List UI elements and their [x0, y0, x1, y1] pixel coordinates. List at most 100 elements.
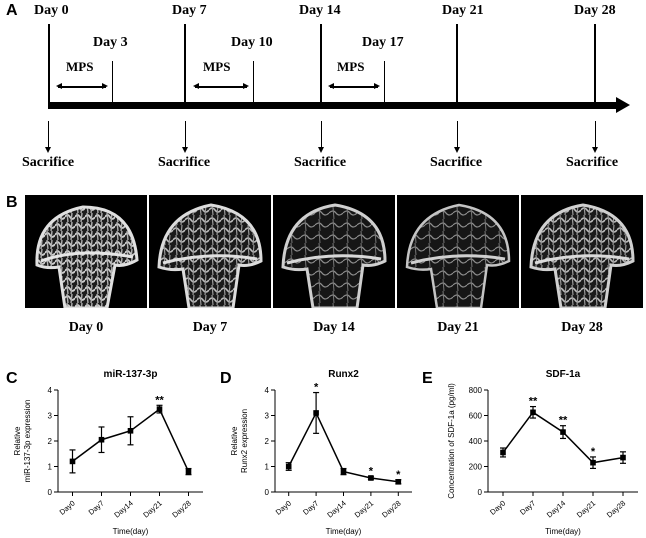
y-tick-label: 3: [265, 412, 270, 421]
x-tick-label: Day7: [87, 499, 106, 517]
day-marker-line: [48, 24, 50, 104]
mps-label: MPS: [203, 59, 231, 74]
y-axis-label: miR-137-3p expression: [23, 400, 32, 483]
panel-label-b: B: [6, 194, 18, 211]
sub-day-label: Day 17: [362, 35, 404, 50]
data-point: [560, 429, 566, 435]
chart-title: Runx2: [328, 369, 359, 380]
data-point: [156, 406, 163, 412]
data-point: [340, 468, 347, 475]
data-point: [185, 468, 192, 475]
x-axis-label: Time(day): [326, 527, 362, 536]
x-tick-label: Day21: [575, 499, 597, 520]
y-axis-label: Relative: [13, 426, 22, 455]
image-caption: Day 7: [192, 320, 228, 335]
micro-ct-image-day7: [149, 195, 271, 310]
day-marker-line: [320, 24, 322, 104]
significance-mark: *: [591, 446, 596, 458]
y-tick-label: 2: [265, 437, 270, 446]
y-tick-label: 1: [265, 463, 270, 472]
mps-interval-arrow: [56, 83, 108, 89]
day-marker-line: [184, 24, 186, 104]
x-tick-label: Day21: [353, 499, 375, 520]
y-axis-label: Concentration of SDF-1a (pg/ml): [447, 383, 456, 499]
significance-mark: *: [369, 466, 374, 478]
sacrifice-label: Sacrifice: [22, 155, 75, 170]
y-tick-label: 0: [48, 488, 53, 497]
data-point: [500, 449, 506, 456]
day-label: Day 21: [442, 3, 484, 18]
x-tick-label: Day0: [488, 499, 507, 517]
timeline-arrowhead: [616, 97, 630, 113]
y-tick-label: 0: [478, 488, 483, 497]
data-point: [590, 459, 596, 466]
chart-title: miR-137-3p: [104, 369, 158, 380]
x-tick-label: Day0: [58, 499, 77, 517]
x-axis-label: Time(day): [545, 527, 581, 536]
panel-label-c: C: [6, 370, 18, 387]
significance-mark: **: [529, 396, 538, 408]
mps-label: MPS: [66, 59, 94, 74]
y-tick-label: 800: [469, 386, 483, 395]
sub-day-tick: [384, 61, 385, 103]
panel-label-d: D: [220, 370, 232, 387]
chart-runx2: Runx2 0 1 2 3 4 Day0 Day7 Day14 Day21 Day28 Time(da…: [230, 369, 412, 536]
data-point: [98, 436, 105, 443]
image-caption: Day 28: [561, 320, 603, 335]
mps-label: MPS: [337, 59, 365, 74]
sacrifice-label: Sacrifice: [158, 155, 211, 170]
significance-mark: *: [396, 469, 401, 481]
x-tick-label: Day14: [545, 499, 567, 520]
y-tick-label: 0: [265, 488, 270, 497]
day-label: Day 0: [34, 3, 69, 18]
x-tick-label: Day21: [141, 499, 163, 520]
sub-day-tick: [112, 61, 113, 103]
y-tick-label: 200: [469, 463, 483, 472]
chart-mir-137-3p: miR-137-3p 0 1 2 3 4 Day0 Day7 Day14 Day21 Day28 Ti…: [13, 369, 203, 536]
data-point: [285, 463, 292, 470]
chart-sdf-1a: SDF-1a 0 200 400 600 800 Day0 Day7 Day14 Day21 Day…: [447, 369, 638, 536]
x-axis-label: Time(day): [113, 527, 149, 536]
micro-ct-image-day28: [521, 195, 643, 310]
sacrifice-arrow: [592, 121, 598, 153]
sacrifice-label: Sacrifice: [430, 155, 483, 170]
y-tick-label: 1: [48, 463, 53, 472]
day-label: Day 7: [172, 3, 207, 18]
x-tick-label: Day28: [380, 499, 402, 520]
x-tick-label: Day28: [605, 499, 627, 520]
micro-ct-image-day14: [273, 195, 395, 310]
timeline-axis: [48, 102, 618, 109]
sub-day-label: Day 3: [93, 35, 128, 50]
panel-label-e: E: [422, 370, 433, 387]
data-point: [313, 410, 319, 416]
data-point: [368, 475, 374, 481]
data-point: [69, 458, 76, 465]
image-caption: Day 14: [313, 320, 355, 335]
data-point: [620, 454, 626, 461]
data-point: [395, 479, 402, 485]
sacrifice-arrow: [45, 121, 51, 153]
mps-interval-arrow: [328, 83, 380, 89]
day-label: Day 28: [574, 3, 616, 18]
sacrifice-label: Sacrifice: [566, 155, 619, 170]
y-tick-label: 3: [48, 412, 53, 421]
day-label: Day 14: [299, 3, 341, 18]
significance-mark: **: [155, 394, 164, 406]
y-tick-label: 4: [265, 386, 270, 395]
y-axis-label: Relative: [230, 426, 239, 455]
sub-day-tick: [253, 61, 254, 103]
y-tick-label: 600: [469, 412, 483, 421]
data-point: [127, 428, 134, 434]
y-axis-label: Runx2 expression: [240, 409, 249, 473]
sacrifice-arrow: [318, 121, 324, 153]
y-tick-label: 4: [48, 386, 53, 395]
sacrifice-arrow: [182, 121, 188, 153]
x-tick-label: Day7: [518, 499, 537, 517]
image-caption: Day 21: [437, 320, 479, 335]
chart-title: SDF-1a: [546, 369, 581, 380]
sacrifice-label: Sacrifice: [294, 155, 347, 170]
sub-day-label: Day 10: [231, 35, 273, 50]
x-tick-label: Day0: [274, 499, 293, 517]
y-tick-label: 400: [469, 437, 483, 446]
panel-label-a: A: [6, 2, 18, 19]
